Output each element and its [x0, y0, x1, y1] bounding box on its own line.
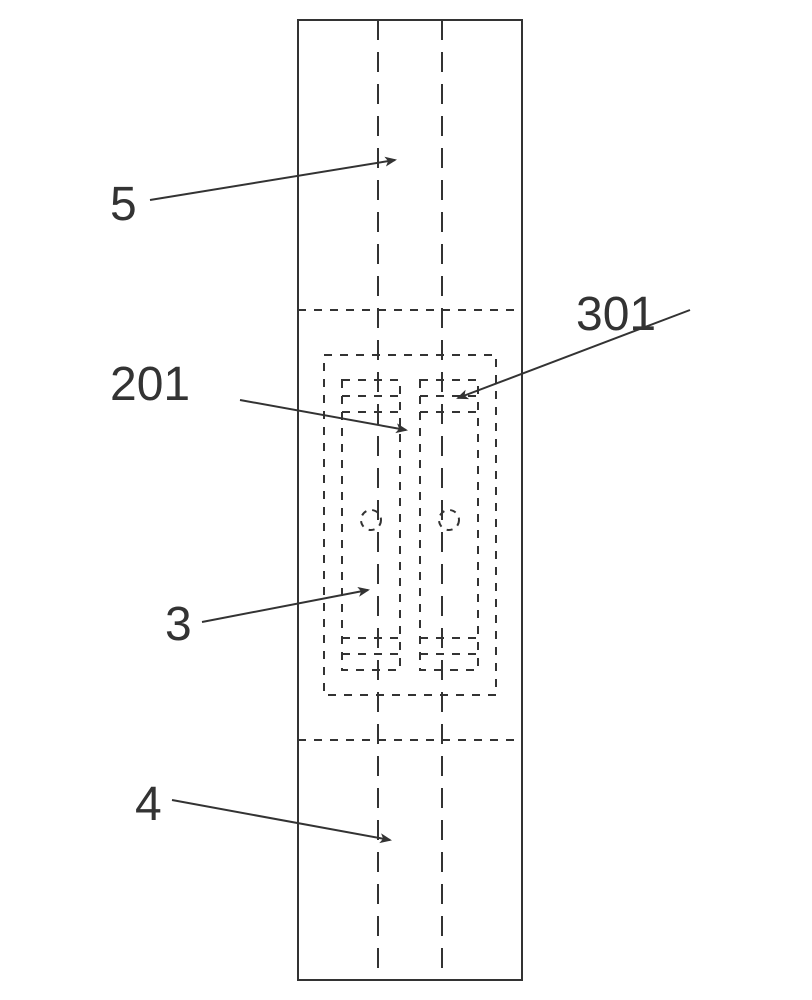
arrow-201 — [240, 400, 406, 430]
arrow-3 — [202, 590, 368, 622]
label-301: 301 — [576, 288, 656, 341]
label-5: 5 — [110, 178, 137, 231]
label-4: 4 — [135, 778, 162, 831]
arrow-4 — [172, 800, 390, 840]
technical-diagram: 5 201 301 3 4 — [0, 0, 812, 1000]
right-subrect — [420, 380, 478, 670]
label-201: 201 — [110, 358, 190, 411]
middle-rect — [324, 355, 496, 695]
arrow-5 — [150, 160, 395, 200]
label-3: 3 — [165, 598, 192, 651]
outer-rect — [298, 20, 522, 980]
